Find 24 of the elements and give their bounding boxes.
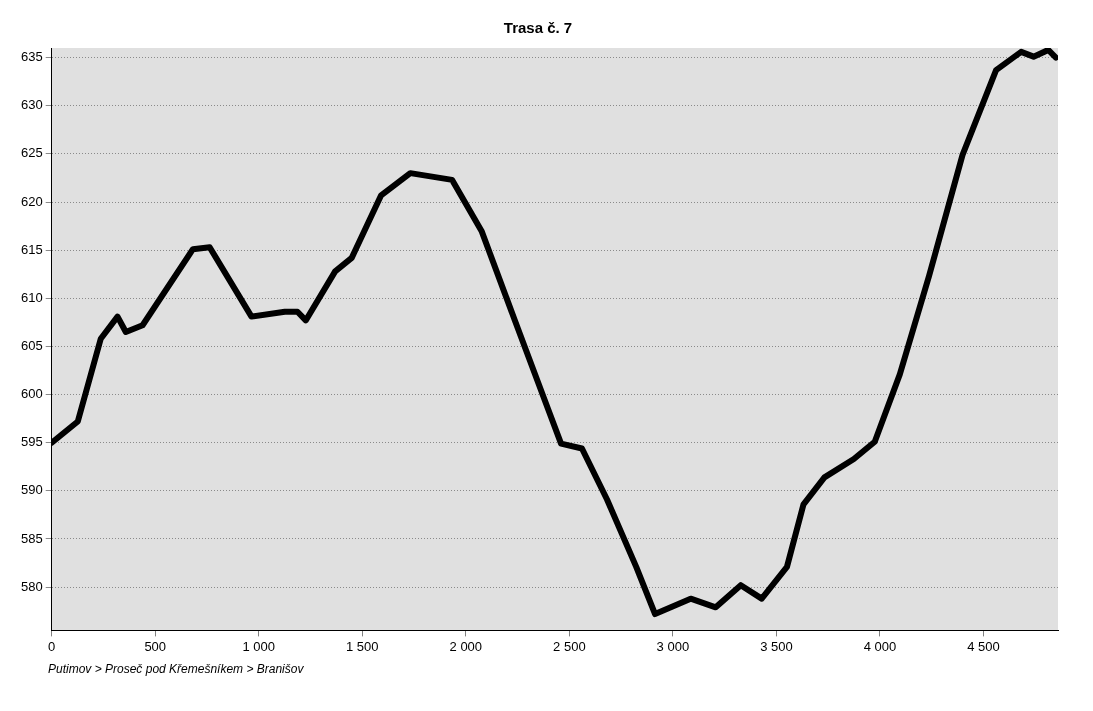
y-tick-label: 605 <box>20 338 43 353</box>
x-tick-label: 3 500 <box>760 638 793 654</box>
y-tick-label: 600 <box>20 386 43 402</box>
x-tick-label: 3 000 <box>656 638 690 654</box>
y-tick-label: 590 <box>20 482 43 498</box>
x-tick-label: 4 500 <box>967 638 1000 654</box>
y-tick-label: 625 <box>20 145 43 161</box>
y-tick-label: 615 <box>20 241 43 257</box>
y-tick-label: 580 <box>20 578 43 594</box>
text: Putimov > Proseč pod Křemešníkem > Branišov <box>48 662 305 676</box>
x-tick-label: 2 500 <box>553 638 586 654</box>
x-tick-label: 500 <box>144 638 167 654</box>
y-tick-label: 620 <box>20 193 43 209</box>
x-tick-label: 1 000 <box>242 638 276 654</box>
x-tick-label: 4 000 <box>863 638 897 654</box>
y-tick-label: 630 <box>20 97 43 113</box>
x-tick-label: 1 500 <box>346 638 379 654</box>
y-tick-label: 595 <box>20 434 43 450</box>
y-tick-label: 585 <box>20 530 43 546</box>
y-tick-label: 610 <box>20 289 43 305</box>
x-tick-label: 0 <box>48 638 56 654</box>
x-tick-label: 2 000 <box>449 638 483 654</box>
y-tick-label: 635 <box>20 49 43 65</box>
chart-title: Trasa č. 7 <box>503 19 573 37</box>
